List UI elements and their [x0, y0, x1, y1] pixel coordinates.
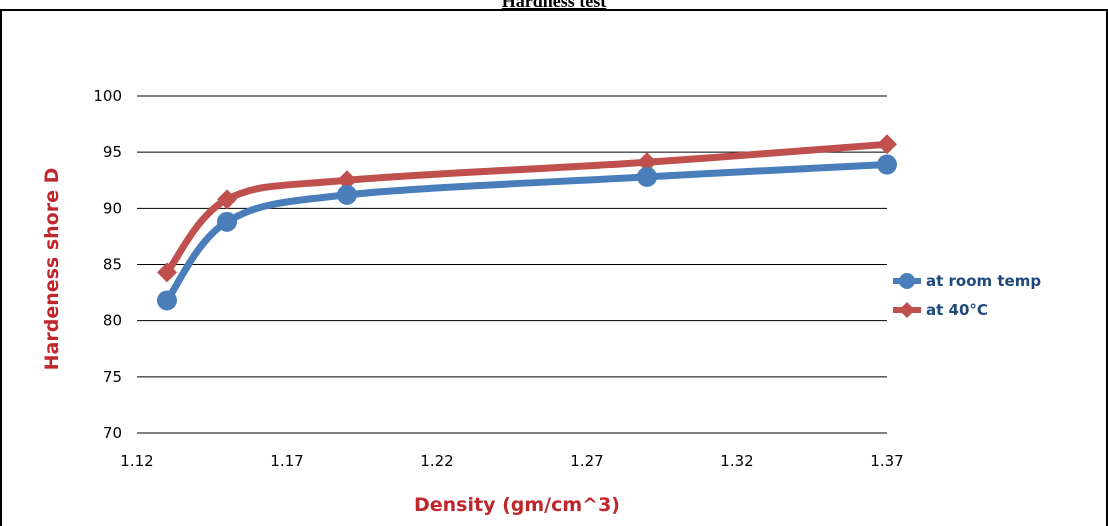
data-point-0-3	[637, 166, 657, 187]
legend-marker-0	[899, 273, 915, 289]
x-axis-title: Density (gm/cm^3)	[414, 494, 620, 516]
y-tick-label: 85	[103, 256, 122, 274]
x-tick-labels: 1.12 1.17 1.22 1.27 1.32 1.37	[120, 452, 903, 470]
x-tick-label: 1.37	[870, 452, 903, 470]
legend-label: at room temp	[926, 272, 1041, 290]
legend-marker-1	[899, 302, 915, 318]
data-point-0-0	[157, 290, 177, 311]
data-point-0-2	[337, 184, 357, 205]
legend-label: at 40°C	[926, 301, 988, 319]
y-tick-label: 95	[103, 143, 122, 161]
series-lines	[157, 134, 897, 311]
page-title: Hardness test	[501, 0, 607, 11]
x-tick-label: 1.27	[570, 452, 603, 470]
y-tick-label: 75	[103, 368, 122, 386]
y-tick-label: 90	[103, 199, 122, 217]
y-tick-labels: 70 75 80 85 90 95 100	[93, 87, 122, 442]
y-tick-label: 100	[93, 87, 122, 105]
x-tick-label: 1.12	[120, 452, 153, 470]
x-tick-label: 1.17	[270, 452, 303, 470]
data-point-1-3	[637, 152, 657, 173]
legend: at room temp at 40°C	[893, 272, 1041, 319]
data-point-1-0	[157, 262, 177, 283]
data-point-1-1	[217, 189, 237, 210]
data-point-0-1	[217, 211, 237, 232]
y-tick-label: 80	[103, 312, 122, 330]
y-tick-label: 70	[103, 424, 122, 442]
data-point-1-4	[877, 134, 897, 155]
x-tick-label: 1.22	[420, 452, 453, 470]
y-axis-title: Hardeness shore D	[41, 168, 63, 371]
series-line-0	[163, 161, 891, 304]
grid-lines	[137, 95, 887, 434]
x-tick-label: 1.32	[720, 452, 753, 470]
data-point-0-4	[877, 154, 897, 175]
data-point-1-2	[337, 170, 357, 191]
